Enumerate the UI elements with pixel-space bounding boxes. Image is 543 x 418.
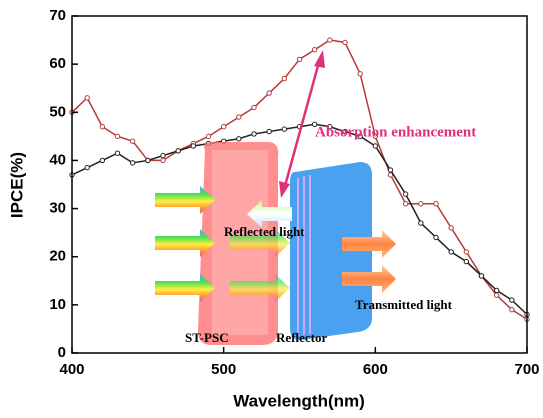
annotation: Transmitted light	[355, 297, 453, 312]
data-point	[237, 115, 241, 119]
data-point	[419, 202, 423, 206]
data-point	[343, 40, 347, 44]
data-point	[130, 161, 134, 165]
data-point	[85, 165, 89, 169]
data-point	[252, 105, 256, 109]
y-tick-label: 0	[58, 344, 66, 361]
data-point	[161, 158, 165, 162]
data-point	[115, 134, 119, 138]
data-point	[358, 72, 362, 76]
data-point	[146, 158, 150, 162]
x-tick-label: 400	[59, 361, 84, 378]
annotation: ST-PSC	[185, 330, 229, 345]
data-point	[85, 96, 89, 100]
data-point	[206, 134, 210, 138]
x-tick-label: 600	[363, 361, 388, 378]
data-point	[176, 149, 180, 153]
y-tick-label: 40	[49, 151, 66, 168]
data-point	[494, 288, 498, 292]
x-tick-label: 500	[211, 361, 236, 378]
data-point	[252, 132, 256, 136]
data-point	[100, 158, 104, 162]
data-point	[419, 221, 423, 225]
data-point	[130, 139, 134, 143]
data-point	[312, 48, 316, 52]
data-point	[267, 129, 271, 133]
data-point	[434, 235, 438, 239]
x-axis-label: Wavelength(nm)	[233, 391, 365, 410]
data-point	[328, 38, 332, 42]
data-point	[237, 137, 241, 141]
y-tick-label: 10	[49, 296, 66, 313]
data-point	[403, 202, 407, 206]
data-point	[403, 192, 407, 196]
data-point	[282, 76, 286, 80]
data-point	[297, 57, 301, 61]
y-tick-label: 20	[49, 248, 66, 265]
data-point	[479, 274, 483, 278]
data-point	[221, 125, 225, 129]
y-tick-label: 30	[49, 200, 66, 217]
data-point	[267, 91, 271, 95]
data-point	[115, 151, 119, 155]
annotation: Absorption enhancement	[315, 124, 476, 140]
data-point	[510, 307, 514, 311]
data-point	[282, 127, 286, 131]
annotation: Reflected light	[224, 224, 305, 239]
data-point	[388, 168, 392, 172]
y-tick-label: 50	[49, 103, 66, 120]
data-point	[449, 250, 453, 254]
data-point	[449, 226, 453, 230]
data-point	[100, 125, 104, 129]
data-point	[373, 144, 377, 148]
data-point	[464, 259, 468, 263]
data-point	[161, 153, 165, 157]
chart: Absorption enhancement Reflected light T…	[0, 0, 543, 418]
y-tick-label: 70	[49, 7, 66, 24]
data-point	[434, 202, 438, 206]
data-point	[464, 250, 468, 254]
x-tick-label: 700	[514, 361, 539, 378]
data-point	[510, 298, 514, 302]
y-tick-label: 60	[49, 55, 66, 72]
data-point	[191, 144, 195, 148]
annotation: Reflector	[276, 330, 327, 345]
inset-diagram	[155, 142, 396, 345]
y-axis-label: IPCE(%)	[7, 152, 26, 218]
data-point	[494, 293, 498, 297]
